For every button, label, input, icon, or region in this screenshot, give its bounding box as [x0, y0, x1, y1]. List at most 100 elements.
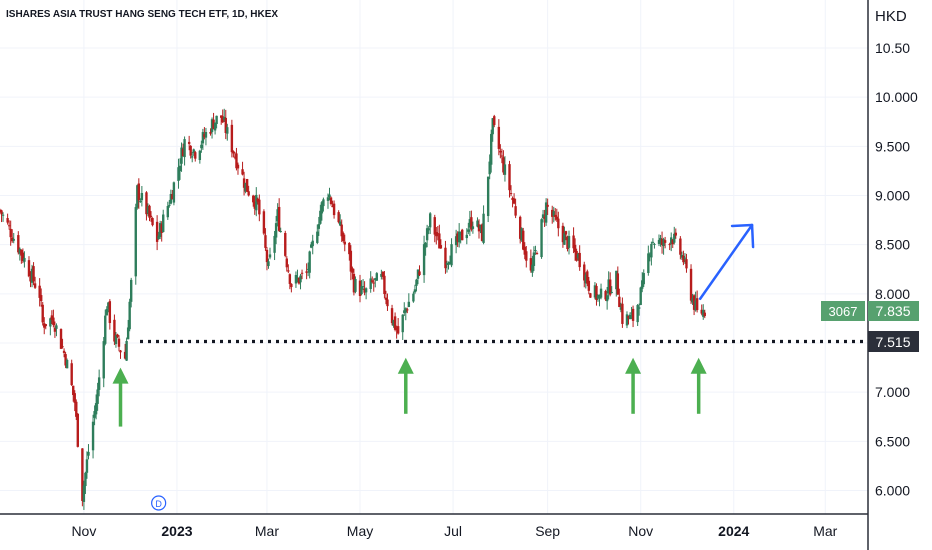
candle-body [523, 246, 526, 255]
candle-body [689, 268, 693, 301]
candle-body [659, 238, 662, 243]
candle-body [262, 211, 266, 234]
candle-body [471, 226, 475, 229]
candle-body [180, 147, 183, 164]
candle-body [0, 210, 3, 215]
candle-body [62, 350, 66, 353]
candle-body [105, 308, 108, 316]
dividend-marker-label: D [155, 499, 162, 509]
candle-body [351, 268, 354, 273]
candle-body [104, 315, 107, 344]
candle-body [625, 314, 629, 326]
y-tick-label: 8.500 [875, 237, 910, 253]
candle-body [17, 235, 20, 253]
candle-body [546, 204, 549, 207]
candle-body [242, 178, 246, 188]
candle-body [12, 238, 15, 241]
candle-body [662, 239, 665, 247]
candle-body [33, 283, 37, 288]
candle-body [372, 282, 375, 284]
candle-body [247, 191, 250, 196]
candle-body [116, 334, 119, 337]
candle-body [563, 232, 566, 245]
candle-body [84, 472, 87, 487]
candle-body [386, 299, 389, 307]
candle-body [461, 229, 464, 241]
candle-body [424, 242, 427, 248]
candle-body [695, 298, 699, 311]
candle-body [467, 229, 470, 232]
candle-body [212, 119, 215, 129]
x-tick-label: 2024 [718, 523, 749, 539]
candle-body [72, 385, 75, 396]
candle-body [670, 237, 673, 244]
candle-body [160, 224, 163, 233]
candle-body [38, 285, 41, 298]
candle-body [631, 308, 635, 321]
candle-body [413, 289, 417, 293]
candle-body [232, 151, 235, 154]
candle-body [20, 249, 23, 256]
candle-body [309, 244, 313, 248]
candle-body [125, 340, 128, 361]
last-price-counter: 3067 [829, 304, 858, 319]
candle-body [50, 315, 54, 320]
candle-body [502, 157, 505, 173]
candle-body [438, 233, 441, 249]
candle-body [374, 278, 377, 280]
candle-body [70, 363, 73, 386]
y-tick-label: 9.000 [875, 188, 910, 204]
candle-body [436, 233, 440, 235]
candle-body [500, 155, 504, 157]
y-tick-label: 10.50 [875, 40, 910, 56]
candle-body [244, 182, 247, 192]
candle-body [535, 253, 539, 255]
candle-body [404, 308, 407, 313]
candle-body [425, 228, 429, 241]
candle-body [342, 232, 345, 241]
candle-body [499, 150, 502, 153]
candle-body [178, 165, 182, 172]
candle-body [290, 283, 293, 288]
candle-body [348, 242, 351, 255]
candle-body [349, 250, 353, 272]
candle-body [139, 201, 142, 203]
candle-body [0, 209, 2, 211]
candle-body [6, 218, 9, 223]
candle-body [296, 277, 299, 279]
candle-body [187, 141, 191, 144]
candle-body [529, 258, 533, 271]
candle-body [85, 459, 89, 473]
candle-body [491, 118, 494, 135]
candle-body [486, 176, 490, 217]
candle-body [422, 244, 426, 276]
candle-body [319, 210, 322, 224]
up-arrow-head [112, 367, 129, 384]
candle-body [340, 224, 343, 237]
candle-body [1, 214, 5, 216]
candle-body [230, 124, 234, 153]
candle-body [360, 286, 363, 295]
candle-body [276, 209, 279, 222]
candle-body [395, 328, 398, 330]
projection-arrow-line [698, 223, 754, 300]
candle-body [567, 236, 571, 248]
candle-body [445, 262, 449, 265]
candle-body [702, 309, 705, 317]
candle-body [128, 301, 131, 330]
candle-body [11, 237, 14, 242]
candle-body [615, 270, 618, 290]
candle-body [27, 260, 31, 277]
candle-body [285, 258, 288, 268]
candle-body [224, 117, 227, 133]
candle-body [555, 216, 559, 220]
candle-body [317, 224, 321, 229]
candle-body [384, 297, 388, 300]
candle-body [511, 197, 514, 201]
candle-body [682, 255, 685, 263]
candle-body [209, 132, 212, 134]
last-price-tag: 3067 7.835 [821, 301, 919, 321]
support-price-tag: 7.515 [868, 331, 919, 352]
candle-body [512, 198, 516, 204]
